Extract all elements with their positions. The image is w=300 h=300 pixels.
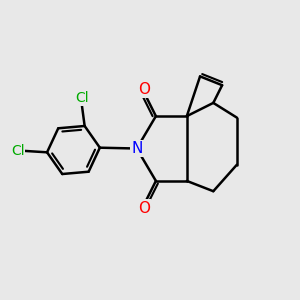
Text: Cl: Cl xyxy=(75,91,88,105)
Text: Cl: Cl xyxy=(11,144,24,158)
Text: N: N xyxy=(131,141,142,156)
Text: O: O xyxy=(138,82,150,97)
Text: O: O xyxy=(138,200,150,215)
